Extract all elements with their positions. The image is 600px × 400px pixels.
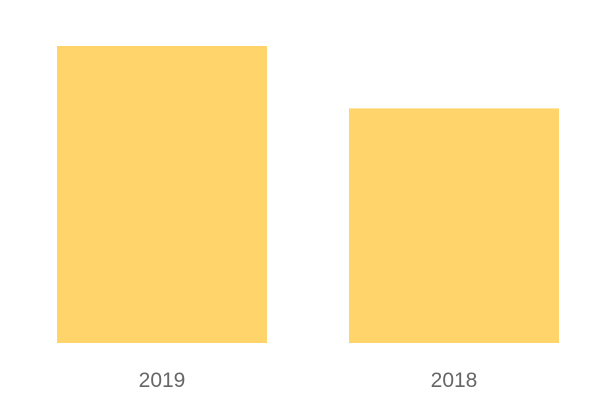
- x-tick-label: 2018: [431, 369, 478, 392]
- x-tick-label: 2019: [139, 369, 186, 392]
- bar-2018: [349, 108, 559, 344]
- bar-2019: [57, 46, 267, 343]
